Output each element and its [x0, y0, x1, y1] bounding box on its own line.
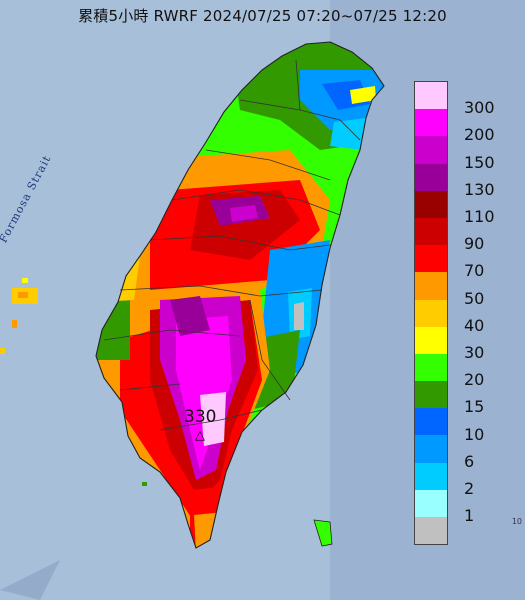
legend-swatch: [415, 163, 447, 191]
legend-swatch: [415, 462, 447, 490]
legend-label: 200: [464, 125, 495, 145]
legend-swatch: [415, 272, 447, 300]
legend-label: 110: [464, 207, 495, 226]
legend-swatch: [415, 217, 447, 246]
map-title: 累積5小時 RWRF 2024/07/25 07:20~07/25 12:20: [78, 7, 447, 25]
legend-swatch: [415, 109, 447, 137]
legend-label: 1: [464, 506, 475, 526]
legend-label: 50: [464, 288, 485, 308]
legend-swatch: [415, 435, 447, 463]
coastline: [95, 41, 385, 549]
legend-label: 150: [464, 152, 495, 172]
edge-tag: 10: [511, 517, 522, 526]
legend-label: 300: [464, 98, 495, 118]
legend-label: 70: [464, 261, 485, 281]
legend-swatch: [415, 381, 447, 409]
legend-swatch: [415, 245, 447, 273]
peak-value: 330: [184, 407, 217, 427]
sea-shade: [0, 560, 60, 600]
peak-marker-icon: △: [195, 428, 205, 443]
legend-swatch: [415, 517, 447, 545]
county-boundaries: [103, 59, 361, 431]
legend-swatch: [415, 353, 447, 382]
legend-swatch: [415, 299, 447, 327]
legend-label: 2: [464, 479, 475, 498]
legend-label: 40: [464, 315, 485, 335]
liuqiu-island: [142, 482, 147, 486]
legend-swatch: [415, 82, 447, 110]
legend-swatch: [415, 489, 447, 517]
legend-label: 6: [464, 451, 475, 471]
legend-swatch: [415, 408, 447, 436]
legend-label: 130: [464, 179, 495, 199]
color-legend: [414, 81, 448, 546]
legend-label: 90: [464, 234, 485, 254]
legend-label: 10: [464, 424, 485, 444]
legend-label: 15: [464, 397, 485, 417]
legend-swatch: [415, 190, 447, 218]
legend-label: 20: [464, 370, 485, 390]
offshore-echoes: [0, 278, 38, 354]
legend-swatch: [415, 136, 447, 164]
green-island: [313, 519, 333, 547]
legend-swatch: [415, 326, 447, 354]
legend-label: 30: [464, 343, 485, 362]
